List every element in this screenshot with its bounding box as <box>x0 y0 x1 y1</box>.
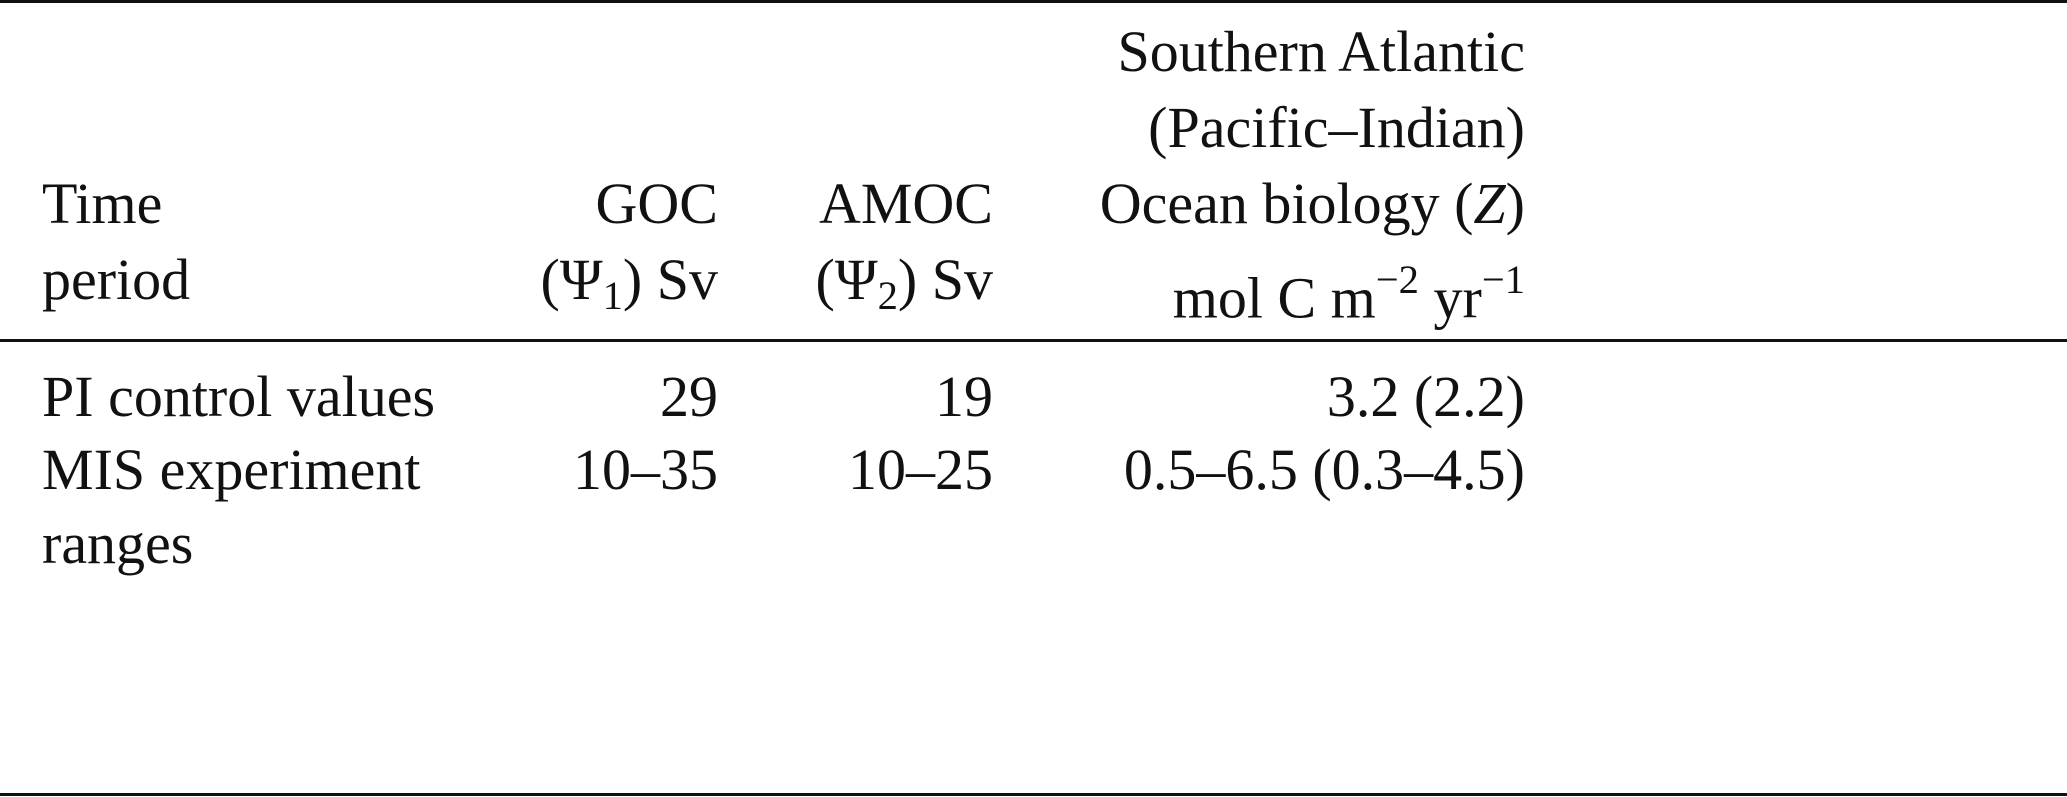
header-text: ) Sv <box>622 247 718 312</box>
header-text: −2 <box>1375 257 1419 302</box>
cell-value: 0.5–6.5 (0.3–4.5) <box>1123 437 1525 502</box>
cell-value: 3.2 (2.2) <box>1326 364 1525 429</box>
header-line: (Ψ2) Sv <box>816 251 993 325</box>
header-text: (Pacific–Indian) <box>1148 95 1525 160</box>
header-text: −1 <box>1481 257 1525 302</box>
header-text: mol C m <box>1172 265 1376 331</box>
mid-rule <box>0 339 2067 342</box>
cell-value: 29 <box>660 364 718 429</box>
header-text: ) Sv <box>897 247 993 312</box>
header-text: Time <box>42 171 163 236</box>
header-text: AMOC <box>818 171 993 236</box>
header-text: Z <box>1473 171 1506 236</box>
row-label: MIS experiment ranges <box>42 437 421 576</box>
header-line: (Ψ1) Sv <box>541 251 718 325</box>
header-line: Southern Atlantic <box>1117 23 1525 81</box>
cell-value: 10–25 <box>848 437 993 502</box>
header-text: 1 <box>602 273 623 319</box>
header-line: period <box>42 251 190 309</box>
header-text: Ocean biology ( <box>1099 171 1474 236</box>
header-text: period <box>42 247 191 312</box>
header-line: mol C m−2 yr−1 <box>1173 251 1525 327</box>
header-line: GOC <box>596 175 718 233</box>
header-text: yr <box>1418 265 1482 331</box>
header-text: Southern Atlantic <box>1117 19 1525 84</box>
cell-value: 19 <box>935 364 993 429</box>
header-line: Time <box>42 175 162 233</box>
header-text: 2 <box>877 273 898 319</box>
bottom-rule <box>0 793 2067 796</box>
header-text: GOC <box>595 171 718 236</box>
header-line: (Pacific–Indian) <box>1148 99 1525 157</box>
row-label: PI control values <box>42 364 436 429</box>
top-rule <box>0 0 2067 3</box>
header-line: AMOC <box>819 175 993 233</box>
cell-value: 10–35 <box>573 437 718 502</box>
header-text: ) <box>1505 171 1525 236</box>
header-text: (Ψ <box>540 247 603 312</box>
header-text: (Ψ <box>815 247 878 312</box>
header-line: Ocean biology (Z) <box>1100 175 1525 233</box>
